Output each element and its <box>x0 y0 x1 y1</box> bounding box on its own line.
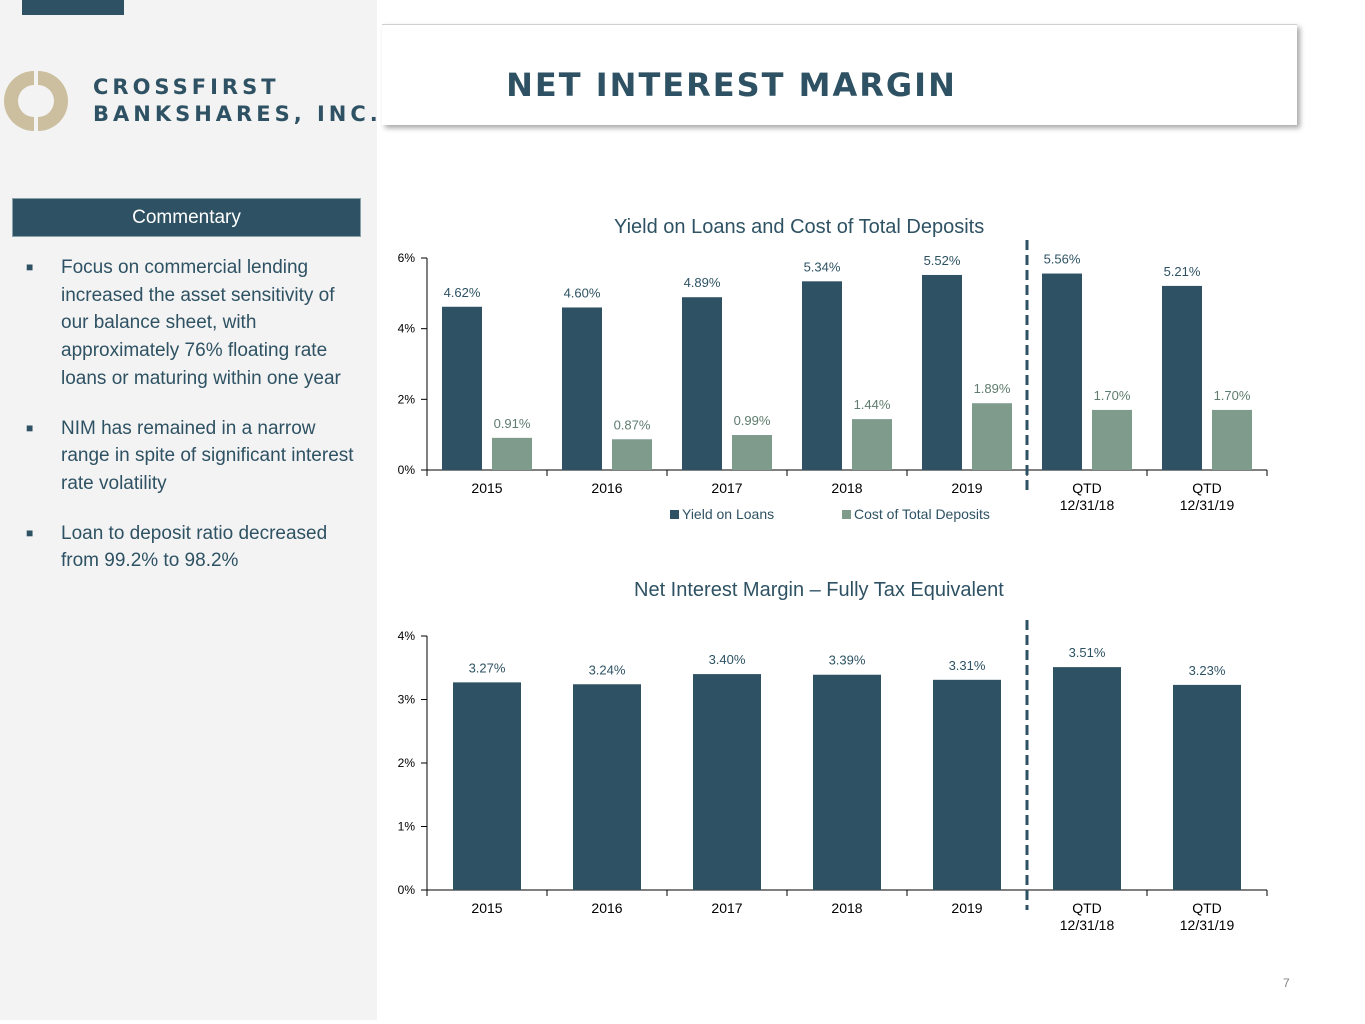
x-tick-label: QTD <box>1192 480 1222 496</box>
legend-label: Cost of Total Deposits <box>854 506 990 522</box>
bar <box>693 674 761 890</box>
commentary-header: Commentary <box>12 198 361 237</box>
y-tick-label: 3% <box>398 693 416 707</box>
y-tick-label: 4% <box>398 322 416 336</box>
bullet-marker-icon: ■ <box>26 420 34 435</box>
bar <box>682 297 722 470</box>
bar <box>802 281 842 470</box>
bar <box>813 674 881 890</box>
bullet-item: ■ Loan to deposit ratio decreased from 99… <box>26 520 366 575</box>
bar <box>732 435 772 470</box>
logo-line-2: BANKSHARES, INC. <box>93 102 382 126</box>
x-tick-label: 12/31/18 <box>1060 917 1115 933</box>
bar <box>933 679 1001 890</box>
x-tick-label: 2016 <box>591 900 622 916</box>
data-label: 5.52% <box>924 253 961 268</box>
data-label: 3.39% <box>829 653 866 668</box>
page-number: 7 <box>1283 976 1290 990</box>
x-tick-label: 2017 <box>711 480 742 496</box>
data-label: 1.44% <box>854 397 891 412</box>
bar <box>1162 285 1202 470</box>
data-label: 1.89% <box>974 381 1011 396</box>
top-accent-bar <box>22 0 124 15</box>
data-label: 4.60% <box>564 285 601 300</box>
bullet-marker-icon: ■ <box>26 260 34 274</box>
bar <box>453 682 521 890</box>
x-tick-label: QTD <box>1072 900 1102 916</box>
data-label: 3.40% <box>709 652 746 667</box>
bar <box>1173 684 1241 890</box>
y-tick-label: 2% <box>398 392 416 406</box>
bar <box>562 307 602 470</box>
x-tick-label: 2018 <box>831 900 862 916</box>
bullet-text: Loan to deposit ratio decreased from 99.… <box>61 522 328 572</box>
data-label: 1.70% <box>1214 388 1251 403</box>
x-tick-label: 2016 <box>591 480 622 496</box>
x-tick-label: QTD <box>1072 480 1102 496</box>
x-tick-label: 2018 <box>831 480 862 496</box>
chart1-title: Yield on Loans and Cost of Total Deposit… <box>614 216 985 238</box>
x-tick-label: 2015 <box>471 480 502 496</box>
logo-line-1: CROSSFIRST <box>93 75 280 99</box>
y-tick-label: 0% <box>398 883 416 897</box>
yield-cost-chart: 0%2%4%6%2015 2016 2017 2018 2019 QTD12/31/18Q… <box>398 240 1268 522</box>
legend-swatch <box>842 510 851 519</box>
bar <box>1042 273 1082 470</box>
bar <box>573 684 641 890</box>
x-tick-label: QTD <box>1192 900 1222 916</box>
data-label: 0.87% <box>614 417 651 432</box>
legend-label: Yield on Loans <box>682 506 774 522</box>
x-tick-label: 2017 <box>711 900 742 916</box>
data-label: 3.23% <box>1189 663 1226 678</box>
data-label: 4.89% <box>684 275 721 290</box>
nim-chart: 0%1%2%3%4%2015 2016 2017 2018 2019 QTD12/31/1… <box>398 620 1268 933</box>
bullet-text: NIM has remained in a narrow range in sp… <box>61 417 354 494</box>
bar <box>1212 409 1252 470</box>
bar <box>1092 409 1132 470</box>
bullet-marker-icon: ■ <box>26 525 34 540</box>
bullet-text: Focus on commercial lending increased th… <box>61 257 341 389</box>
data-label: 3.31% <box>949 658 986 673</box>
data-label: 0.91% <box>494 416 531 431</box>
data-label: 1.70% <box>1094 388 1131 403</box>
y-tick-label: 6% <box>398 251 416 265</box>
company-logo-text: CROSSFIRST BANKSHARES, INC. <box>93 74 382 128</box>
page-title: NET INTEREST MARGIN <box>506 66 957 104</box>
bar <box>922 274 962 470</box>
data-label: 3.27% <box>469 660 506 675</box>
bar <box>442 306 482 470</box>
data-label: 5.34% <box>804 259 841 274</box>
data-label: 5.56% <box>1044 252 1081 267</box>
bar <box>852 419 892 470</box>
y-tick-label: 0% <box>398 463 416 477</box>
x-tick-label: 12/31/18 <box>1060 497 1115 513</box>
x-tick-label: 2015 <box>471 900 502 916</box>
chart2-title: Net Interest Margin – Fully Tax Equivale… <box>634 579 1004 601</box>
data-label: 5.21% <box>1164 264 1201 279</box>
x-tick-label: 12/31/19 <box>1180 497 1235 513</box>
data-label: 3.24% <box>589 662 626 677</box>
y-tick-label: 4% <box>398 629 416 643</box>
commentary-bullets: ■ Focus on commercial lending increased t… <box>26 254 366 597</box>
bullet-item: ■ Focus on commercial lending increased t… <box>26 254 366 393</box>
data-label: 0.99% <box>734 413 771 428</box>
bar <box>972 403 1012 470</box>
sidebar <box>0 0 377 1020</box>
legend-swatch <box>670 510 679 519</box>
x-tick-label: 2019 <box>951 900 982 916</box>
bar <box>612 439 652 470</box>
bar <box>492 437 532 470</box>
data-label: 3.51% <box>1069 645 1106 660</box>
bullet-item: ■ NIM has remained in a narrow range in s… <box>26 415 366 498</box>
x-tick-label: 12/31/19 <box>1180 917 1235 933</box>
data-label: 4.62% <box>444 285 481 300</box>
x-tick-label: 2019 <box>951 480 982 496</box>
y-tick-label: 1% <box>398 820 416 834</box>
title-box <box>382 24 1297 125</box>
bar <box>1053 667 1121 890</box>
crossfirst-logo-icon <box>4 71 68 131</box>
y-tick-label: 2% <box>398 756 416 770</box>
